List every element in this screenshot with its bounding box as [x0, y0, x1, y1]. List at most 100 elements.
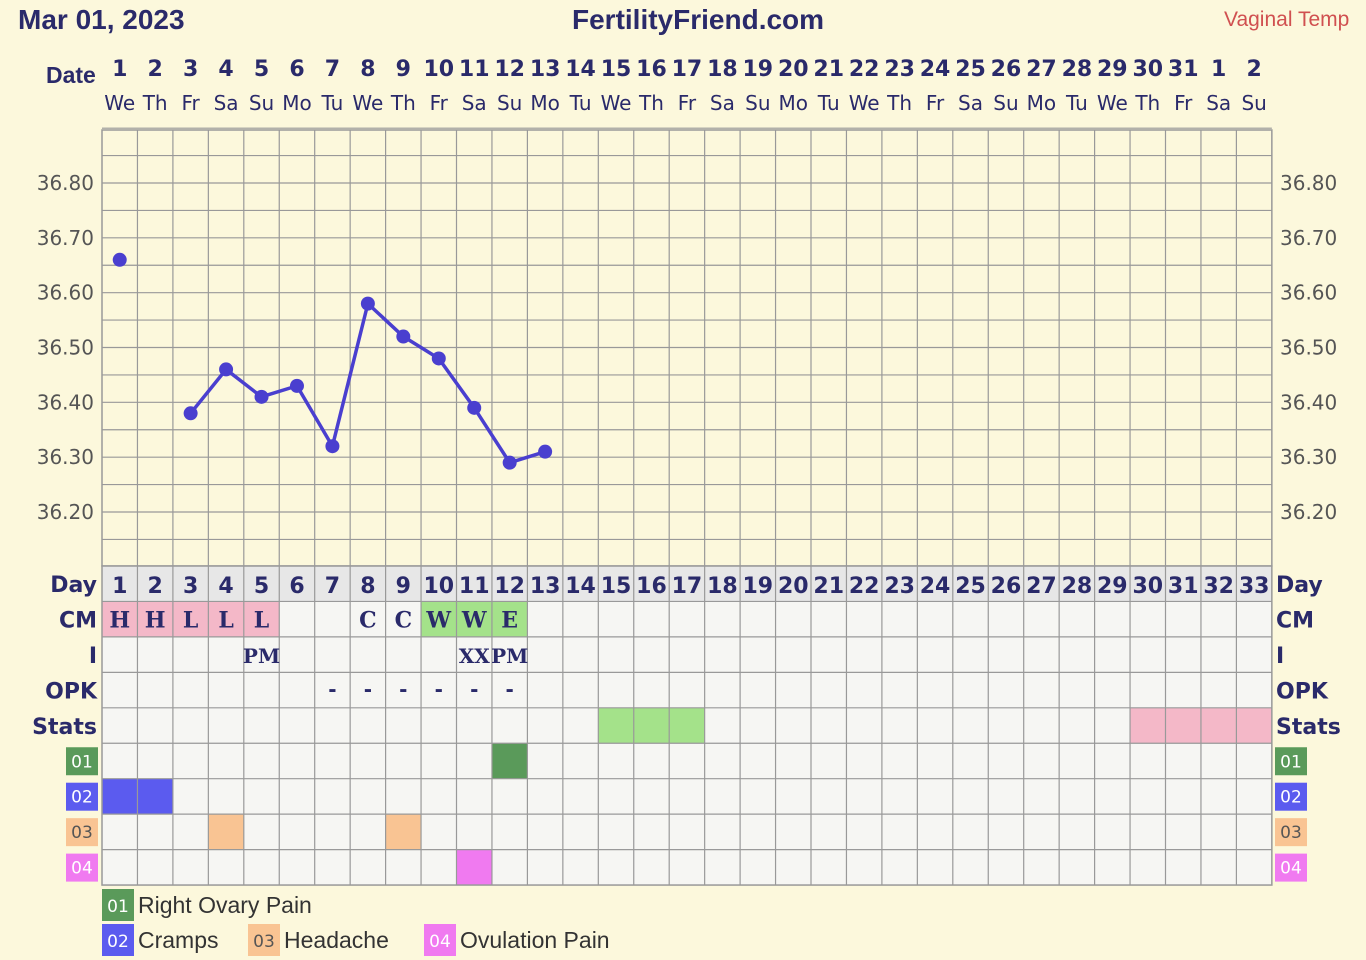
y-axis-ticks: 36.80 36.80 36.70 36.70 36.60 36.60 36.50 36.50… [37, 171, 1338, 524]
date-number: 15 [601, 57, 632, 82]
svg-text:01: 01 [107, 897, 129, 917]
cm-value: H [145, 607, 166, 633]
temperature-grid [101, 127, 1273, 567]
weekday-label: We [1097, 91, 1128, 115]
row-label-cm: CM [1276, 608, 1314, 633]
y-tick-right: 36.30 [1280, 445, 1337, 469]
intercourse-value: XX [459, 644, 491, 668]
cycle-day-number: 32 [1203, 574, 1234, 599]
date-number: 6 [289, 57, 304, 82]
cm-value: W [425, 607, 451, 633]
cycle-day-number: 16 [636, 574, 667, 599]
cycle-day-number: 11 [459, 574, 490, 599]
svg-text:02: 02 [1280, 788, 1302, 808]
date-number: 12 [494, 57, 525, 82]
date-number: 19 [743, 57, 774, 82]
row-label-i: I [1276, 644, 1284, 669]
weekday-label: Th [390, 91, 416, 115]
date-number: 7 [325, 57, 340, 82]
date-row-label: Date [46, 62, 96, 88]
symptom-mark [208, 814, 244, 850]
symptom-mark [491, 743, 528, 779]
cycle-day-number: 4 [218, 574, 233, 599]
temperature-point [431, 351, 446, 366]
date-number: 18 [707, 57, 738, 82]
weekday-label: Su [745, 91, 770, 115]
intercourse-value: PM [491, 644, 528, 668]
symptom-code-badge: 03 [1275, 818, 1307, 847]
cm-value: L [218, 607, 233, 633]
row-label-i: I [89, 644, 97, 669]
date-number: 9 [396, 57, 411, 82]
cycle-day-number: 23 [884, 574, 915, 599]
weekday-label: Fr [926, 91, 945, 115]
cycle-day-number: 5 [254, 574, 269, 599]
symptom-legend: 01 Right Ovary Pain 02 Cramps 03 Headache 04 Ov… [102, 889, 610, 956]
cycle-day-number: 21 [813, 574, 844, 599]
weekday-label: Su [249, 91, 274, 115]
cycle-day-number: 30 [1132, 574, 1163, 599]
cm-value: H [109, 607, 130, 633]
svg-text:04: 04 [1280, 859, 1302, 879]
weekday-label: Fr [1174, 91, 1193, 115]
observation-grid: 1 2 3 4 5 6 7 8 9 10 11 12 13 14 15 16 17 18 19 20 21 22 23 24 2… [32, 565, 1341, 886]
row-label-day: Day [1276, 573, 1323, 598]
cycle-day-number: 3 [183, 574, 198, 599]
intercourse-value: PM [243, 644, 280, 668]
row-label-opk: OPK [45, 679, 98, 704]
weekday-label: Mo [779, 91, 809, 115]
date-number: 8 [360, 57, 375, 82]
temperature-point [502, 455, 517, 470]
date-number: 1 [112, 57, 127, 82]
date-number: 16 [636, 57, 667, 82]
temperature-point [183, 406, 198, 421]
weekday-label: Sa [1206, 91, 1231, 115]
svg-text:03: 03 [1280, 823, 1302, 843]
weekday-label: Fr [181, 91, 200, 115]
weekday-label: Fr [678, 91, 697, 115]
cm-value: W [461, 607, 487, 633]
symptom-mark [456, 849, 492, 886]
date-number: 30 [1132, 57, 1163, 82]
weekday-label: Su [1241, 91, 1266, 115]
symptom-mark [137, 778, 173, 815]
cycle-day-number: 15 [601, 574, 632, 599]
cm-value: L [183, 607, 198, 633]
cycle-day-number: 14 [565, 574, 596, 599]
svg-text:02: 02 [107, 932, 129, 952]
cm-value: C [359, 607, 377, 633]
date-number: 14 [565, 57, 596, 82]
svg-text:02: 02 [71, 788, 93, 808]
date-number: 20 [778, 57, 809, 82]
weekday-label: Sa [958, 91, 983, 115]
temperature-point [467, 400, 482, 415]
weekday-label: Th [638, 91, 664, 115]
cycle-day-number: 33 [1239, 574, 1270, 599]
cycle-day-number: 25 [955, 574, 986, 599]
cycle-day-number: 27 [1026, 574, 1057, 599]
date-number: 13 [530, 57, 561, 82]
site-name: FertilityFriend.com [572, 4, 825, 35]
svg-text:03: 03 [71, 823, 93, 843]
weekday-label: Tu [1065, 91, 1088, 115]
date-number: 23 [884, 57, 915, 82]
opk-value: - [328, 677, 336, 701]
legend-item: 04 Ovulation Pain [424, 924, 610, 956]
y-tick-left: 36.80 [37, 171, 94, 195]
opk-value: - [399, 677, 407, 701]
observation-rows [102, 566, 1272, 886]
weekday-label: Th [142, 91, 168, 115]
y-tick-left: 36.30 [37, 445, 94, 469]
symptom-code-badge: 02 [1275, 782, 1307, 811]
weekday-label: Tu [320, 91, 343, 115]
cycle-day-number: 13 [530, 574, 561, 599]
cycle-day-number: 20 [778, 574, 809, 599]
row-label-cm: CM [59, 608, 97, 633]
temperature-point [254, 389, 269, 404]
stats-band [598, 707, 705, 744]
date-number: 2 [1246, 57, 1261, 82]
date-number: 24 [920, 57, 951, 82]
weekday-label: We [601, 91, 632, 115]
cycle-day-number: 29 [1097, 574, 1128, 599]
